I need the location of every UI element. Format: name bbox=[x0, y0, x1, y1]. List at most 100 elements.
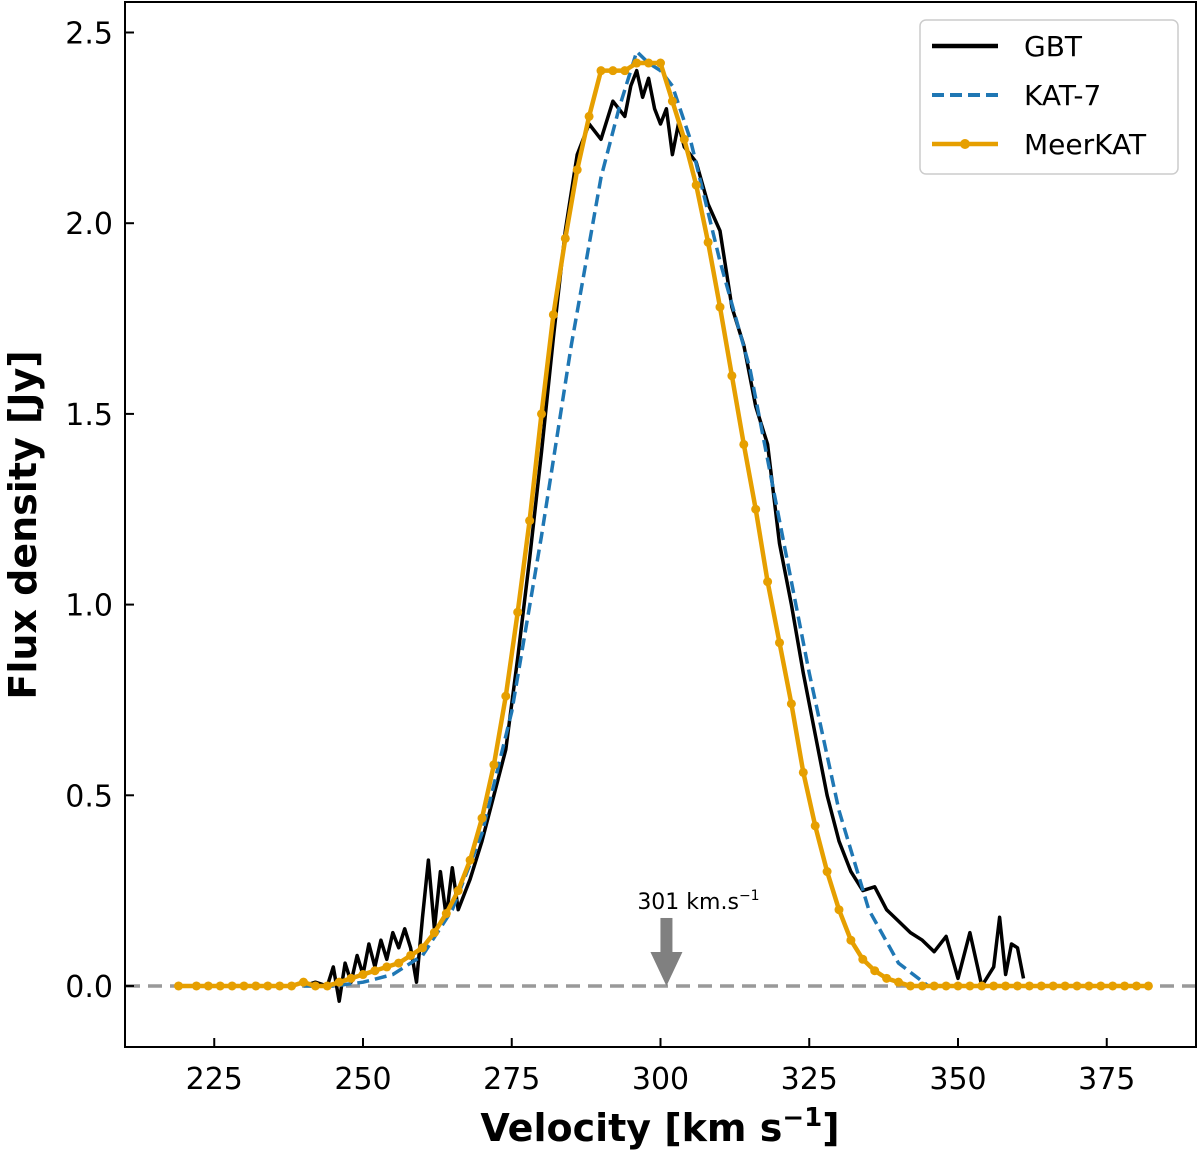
velocity-annotation-sup: −1 bbox=[739, 888, 760, 904]
meerkat-data-point bbox=[346, 973, 356, 983]
meerkat-data-point bbox=[572, 165, 582, 175]
meerkat-data-point bbox=[1001, 981, 1011, 991]
meerkat-data-point bbox=[953, 981, 963, 991]
velocity-arrow-head bbox=[650, 951, 683, 986]
meerkat-data-point bbox=[894, 977, 903, 987]
meerkat-data-point bbox=[1143, 981, 1153, 991]
meerkat-data-point bbox=[1072, 981, 1082, 991]
x-tick-label: 350 bbox=[929, 1062, 986, 1097]
meerkat-data-point bbox=[1036, 981, 1046, 991]
y-tick-label: 0.5 bbox=[65, 779, 113, 814]
meerkat-data-point bbox=[763, 577, 773, 587]
meerkat-data-point bbox=[679, 134, 689, 144]
meerkat-data-point bbox=[263, 981, 273, 991]
meerkat-legend-label: MeerKAT bbox=[1024, 128, 1147, 161]
meerkat-data-point bbox=[275, 981, 285, 991]
meerkat-data-point bbox=[775, 638, 784, 648]
meerkat-data-point bbox=[334, 977, 344, 987]
meerkat-data-point bbox=[632, 58, 642, 68]
meerkat-data-point bbox=[656, 58, 665, 68]
legend-box bbox=[919, 19, 1179, 175]
meerkat-data-point bbox=[1120, 981, 1130, 991]
meerkat-data-point bbox=[1048, 981, 1058, 991]
y-tick-label: 2.5 bbox=[65, 17, 113, 52]
meerkat-data-point bbox=[1013, 981, 1022, 991]
meerkat-legend-marker bbox=[960, 139, 970, 149]
meerkat-data-point bbox=[174, 981, 184, 991]
meerkat-data-point bbox=[917, 981, 927, 991]
meerkat-data-point bbox=[239, 981, 249, 991]
meerkat-data-point bbox=[299, 977, 308, 987]
meerkat-data-point bbox=[215, 981, 225, 991]
meerkat-data-point bbox=[406, 950, 416, 960]
meerkat-data-point bbox=[834, 905, 844, 915]
meerkat-data-point bbox=[1108, 981, 1118, 991]
meerkat-series-line bbox=[178, 60, 1149, 989]
gbt-legend-label: GBT bbox=[1024, 30, 1083, 63]
meerkat-data-point bbox=[1096, 981, 1106, 991]
x-tick-label: 375 bbox=[1078, 1062, 1135, 1097]
meerkat-data-point bbox=[429, 928, 439, 938]
y-tick-label: 0.0 bbox=[65, 970, 113, 1005]
x-tick-label: 300 bbox=[632, 1062, 689, 1097]
meerkat-data-point bbox=[822, 867, 832, 877]
meerkat-data-point bbox=[882, 973, 892, 983]
x-tick-label: 250 bbox=[334, 1062, 391, 1097]
legend: GBT KAT-7 MeerKAT bbox=[919, 19, 1179, 175]
y-tick-label: 1.0 bbox=[65, 589, 113, 624]
meerkat-data-point bbox=[453, 886, 463, 896]
y-tick-label: 2.0 bbox=[65, 207, 113, 242]
meerkat-data-point bbox=[1084, 981, 1094, 991]
meerkat-data-point bbox=[513, 607, 523, 617]
meerkat-data-point bbox=[548, 310, 558, 320]
kat-7-legend-label: KAT-7 bbox=[1024, 79, 1101, 112]
meerkat-data-point bbox=[501, 691, 511, 701]
x-axis-title-sup: −1 bbox=[782, 1103, 822, 1133]
ticks-layer: 225 250 275 300 325 350 375 0.0 0.5 1.0 1.5 2.0 2.5 bbox=[65, 17, 1135, 1097]
meerkat-data-point bbox=[287, 981, 297, 991]
meerkat-data-point bbox=[418, 943, 427, 953]
meerkat-data-point bbox=[620, 66, 630, 76]
meerkat-data-point bbox=[703, 237, 713, 247]
meerkat-data-point bbox=[667, 96, 677, 106]
meerkat-data-point bbox=[441, 909, 451, 919]
annotation-layer: 301 km.s−1 bbox=[637, 888, 760, 986]
meerkat-data-point bbox=[477, 813, 487, 823]
meerkat-data-point bbox=[786, 699, 796, 709]
meerkat-data-point bbox=[322, 981, 332, 991]
meerkat-data-point bbox=[727, 371, 737, 381]
meerkat-data-point bbox=[798, 767, 808, 777]
meerkat-data-point bbox=[370, 966, 380, 976]
meerkat-data-point bbox=[751, 504, 761, 514]
meerkat-data-point bbox=[537, 409, 546, 419]
meerkat-data-point bbox=[382, 962, 392, 972]
meerkat-data-point bbox=[358, 970, 368, 980]
meerkat-data-point bbox=[905, 981, 915, 991]
meerkat-data-point bbox=[489, 760, 499, 770]
meerkat-data-point bbox=[989, 981, 999, 991]
meerkat-data-point bbox=[525, 516, 535, 526]
meerkat-data-point bbox=[644, 58, 654, 68]
meerkat-data-point bbox=[203, 981, 213, 991]
y-tick-label: 1.5 bbox=[65, 398, 113, 433]
kat-7-series-line bbox=[303, 49, 1018, 988]
meerkat-data-point bbox=[858, 954, 868, 964]
meerkat-data-point bbox=[715, 302, 725, 312]
meerkat-data-point bbox=[870, 966, 880, 976]
meerkat-data-point bbox=[310, 981, 320, 991]
meerkat-data-point bbox=[977, 981, 987, 991]
meerkat-data-point bbox=[251, 981, 261, 991]
meerkat-data-point bbox=[739, 439, 749, 449]
meerkat-data-point bbox=[941, 981, 951, 991]
meerkat-data-point bbox=[596, 66, 606, 76]
meerkat-data-point bbox=[1132, 981, 1141, 991]
meerkat-data-point bbox=[965, 981, 975, 991]
meerkat-data-point bbox=[191, 981, 201, 991]
x-tick-label: 275 bbox=[483, 1062, 540, 1097]
gbt-series-line bbox=[302, 68, 1026, 1003]
meerkat-data-point bbox=[1060, 981, 1070, 991]
meerkat-data-point bbox=[810, 821, 820, 831]
meerkat-data-point bbox=[608, 66, 618, 76]
meerkat-data-point bbox=[1024, 981, 1034, 991]
